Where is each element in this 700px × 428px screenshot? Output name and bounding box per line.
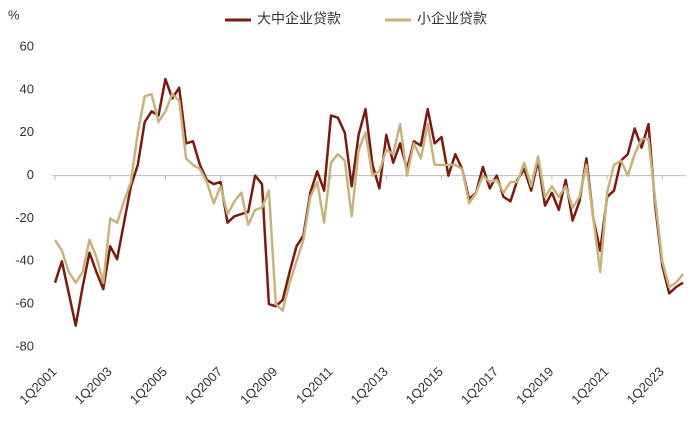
x-tick-label: 1Q2005 <box>127 364 170 407</box>
y-tick-label: -20 <box>15 210 34 225</box>
x-tick-label: 1Q2001 <box>16 364 59 407</box>
series-line <box>53 77 684 327</box>
y-tick-label: -60 <box>15 296 34 311</box>
x-tick-label: 1Q2021 <box>568 364 611 407</box>
legend-label: 小企业贷款 <box>417 11 487 27</box>
x-tick-label: 1Q2011 <box>293 364 336 407</box>
y-tick-label: 40 <box>20 81 34 96</box>
y-tick-label: 0 <box>27 167 34 182</box>
x-tick-label: 1Q2023 <box>624 364 667 407</box>
x-tick-label: 1Q2003 <box>71 364 114 407</box>
legend-label: 大中企业贷款 <box>257 11 341 27</box>
y-tick-label: 60 <box>20 38 34 53</box>
y-tick-label: 20 <box>20 124 34 139</box>
y-tick-label: -40 <box>15 253 34 268</box>
x-tick-label: 1Q2009 <box>237 364 280 407</box>
y-axis-label: % <box>8 7 20 22</box>
x-tick-label: 1Q2019 <box>513 364 556 407</box>
x-tick-label: 1Q2013 <box>347 364 390 407</box>
x-tick-label: 1Q2017 <box>458 364 501 407</box>
series-line <box>53 92 684 312</box>
x-tick-label: 1Q2015 <box>403 364 446 407</box>
x-tick-label: 1Q2007 <box>182 364 225 407</box>
y-tick-label: -80 <box>15 338 34 353</box>
